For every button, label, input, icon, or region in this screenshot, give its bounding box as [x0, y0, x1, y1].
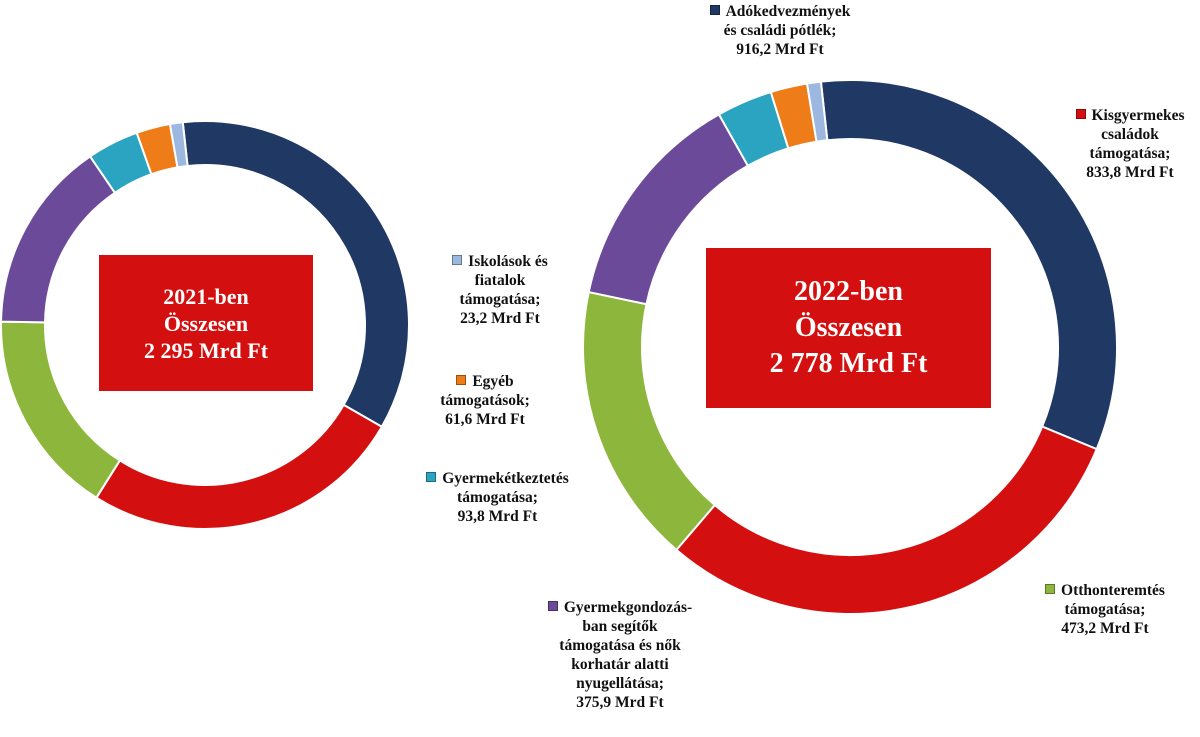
label-adokedvezmenyek-line2: és családi pótlék;: [723, 22, 837, 39]
label-adokedvezmenyek-value: 916,2 Mrd Ft: [736, 41, 824, 58]
label-otthonteremtes-line1: Otthonteremtés: [1061, 582, 1165, 599]
total-2022-caption: Összesen: [794, 312, 903, 343]
label-iskolasok-line2: fiatalok: [474, 272, 526, 289]
label-adokedvezmenyek: Adókedvezmények és családi pótlék; 916,2…: [665, 2, 895, 59]
total-2021-caption: Összesen: [163, 310, 249, 336]
label-kisgyermekes: Kisgyermekes családok támogatása; 833,8 …: [1060, 106, 1200, 182]
label-iskolasok: Iskolások és fiatalok támogatása; 23,2 M…: [425, 252, 575, 328]
label-gyermeketkeztetes-line2: támogatása;: [457, 489, 538, 506]
donut-2022-slice-otthonteremtes-tamogatasa: [582, 290, 717, 552]
label-gyermeketkeztetes-value: 93,8 Mrd Ft: [457, 508, 538, 525]
total-2022-amount: 2 778 Mrd Ft: [769, 348, 928, 379]
label-gyermekgondozas: Gyermekgondozás- ban segítők támogatása …: [520, 598, 720, 712]
donut-2021-slice-gyermekgondozasban-segitok-tamogatasa-es-nok-korhatar-alatti-nyugellatasa: [0, 155, 117, 324]
label-iskolasok-line3: támogatása;: [459, 291, 541, 308]
total-2022-box: 2022-ben Összesen 2 778 Mrd Ft: [706, 248, 991, 408]
label-otthonteremtes: Otthonteremtés támogatása; 473,2 Mrd Ft: [1020, 581, 1190, 638]
label-gyermekgondozas-line4: korhatár alatti: [571, 656, 669, 673]
label-egyeb-value: 61,6 Mrd Ft: [445, 411, 525, 428]
total-2021-year: 2021-ben: [163, 283, 249, 309]
label-kisgyermekes-line3: támogatása;: [1089, 145, 1171, 162]
label-kisgyermekes-line2: családok: [1101, 126, 1159, 143]
label-gyermekgondozas-value: 375,9 Mrd Ft: [576, 694, 664, 711]
label-gyermekgondozas-line2: ban segítők: [582, 618, 658, 635]
label-otthonteremtes-line2: támogatása;: [1064, 601, 1146, 618]
total-2022-year: 2022-ben: [794, 276, 903, 307]
label-egyeb: Egyéb támogatások; 61,6 Mrd Ft: [405, 372, 565, 429]
donut-2022-slice-adokedvezmenyek-es-csaladi-potlek: [819, 79, 1118, 451]
label-gyermeketkeztetes: Gyermekétkeztetés támogatása; 93,8 Mrd F…: [405, 469, 590, 526]
donut-2021-slice-iskolasok-es-fiatalok-tamogatasa: [168, 121, 189, 169]
label-otthonteremtes-value: 473,2 Mrd Ft: [1061, 620, 1149, 637]
label-gyermekgondozas-line1: Gyermekgondozás-: [563, 599, 693, 616]
donut-2022-slice-iskolasok-es-fiatalok-tamogatasa: [805, 80, 829, 143]
donut-2021-slice-kisgyermekes-csaladok-tamogatasa: [95, 403, 384, 530]
legend-swatch-kisgyermekes: [1075, 109, 1086, 119]
legend-swatch-otthonteremtes: [1045, 584, 1056, 594]
label-egyeb-line2: támogatások;: [440, 392, 530, 409]
label-adokedvezmenyek-line1: Adókedvezmények: [725, 3, 851, 20]
label-iskolasok-value: 23,2 Mrd Ft: [460, 310, 540, 327]
label-gyermeketkeztetes-line1: Gyermekétkeztetés: [442, 470, 569, 487]
legend-swatch-gyermeketkeztetes: [426, 472, 437, 482]
label-kisgyermekes-value: 833,8 Mrd Ft: [1086, 164, 1174, 181]
label-kisgyermekes-line1: Kisgyermekes: [1091, 107, 1185, 124]
label-gyermekgondozas-line5: nyugellátása;: [576, 675, 664, 692]
legend-swatch-adokedvezmenyek: [709, 5, 720, 15]
label-gyermekgondozas-line3: támogatása és nők: [559, 637, 681, 654]
legend-swatch-egyeb: [456, 375, 467, 385]
total-2021-box: 2021-ben Összesen 2 295 Mrd Ft: [99, 255, 313, 391]
legend-swatch-iskolasok: [452, 255, 463, 265]
donut-2022: [582, 79, 1118, 615]
legend-swatch-gyermekgondozas: [547, 601, 558, 611]
label-iskolasok-line1: Iskolások és: [468, 253, 548, 270]
label-egyeb-line1: Egyéb: [472, 373, 514, 390]
donut-2021: [0, 120, 410, 530]
total-2021-amount: 2 295 Mrd Ft: [143, 337, 269, 363]
